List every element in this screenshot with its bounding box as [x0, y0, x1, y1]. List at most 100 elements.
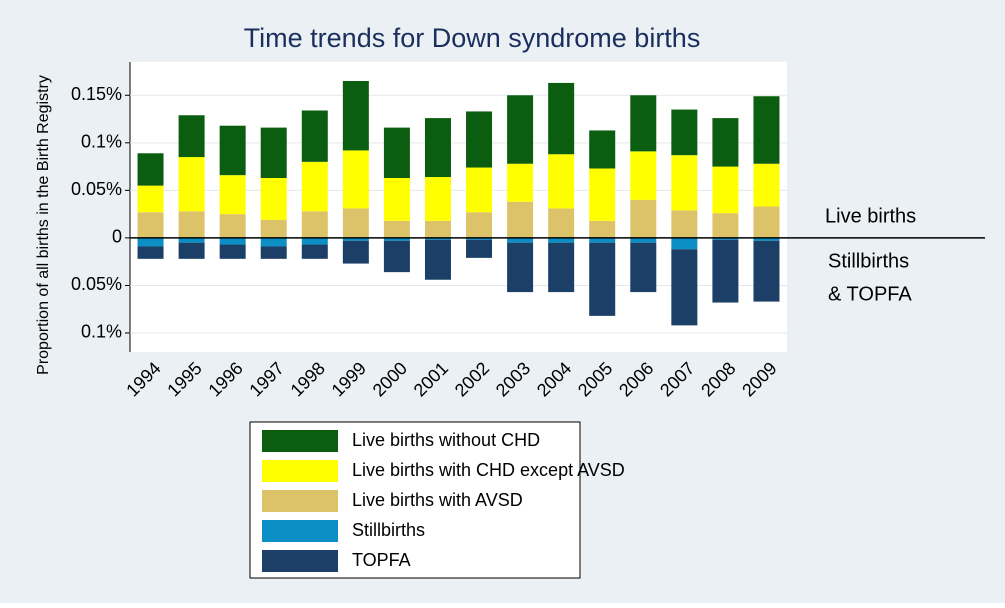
bar-segment	[342, 240, 369, 264]
bar-segment	[178, 211, 205, 238]
bar-segment	[301, 161, 328, 212]
legend-swatch	[262, 550, 338, 572]
bar-segment	[342, 81, 369, 151]
bar-segment	[178, 242, 205, 259]
annotation: & TOPFA	[828, 283, 912, 305]
legend-swatch	[262, 520, 338, 542]
bar-segment	[383, 240, 410, 273]
bar-segment	[507, 163, 534, 202]
bar-segment	[178, 157, 205, 212]
bar-segment	[301, 211, 328, 238]
y-tick-label: 0.05%	[71, 179, 122, 199]
bar-segment	[671, 109, 698, 156]
bar-segment	[630, 151, 657, 200]
bar-segment	[342, 208, 369, 238]
bar-segment	[260, 219, 287, 238]
bar-segment	[589, 130, 616, 169]
bar-segment	[137, 153, 164, 186]
bar-segment	[630, 95, 657, 152]
y-axis-label: Proportion of all births in the Birth Re…	[35, 75, 52, 375]
y-tick-label: 0.05%	[71, 274, 122, 294]
bar-segment	[589, 237, 616, 243]
bar-segment	[137, 237, 164, 247]
bar-segment	[424, 237, 451, 240]
bar-segment	[424, 177, 451, 221]
y-tick-label: 0.1%	[81, 322, 122, 342]
bar-segment	[753, 163, 780, 207]
bar-segment	[548, 208, 575, 238]
bar-segment	[219, 244, 246, 259]
legend-swatch	[262, 460, 338, 482]
y-tick-label: 0	[112, 227, 122, 247]
bar-segment	[630, 237, 657, 243]
bar-segment	[753, 206, 780, 238]
bar-segment	[671, 210, 698, 238]
legend-label: Live births without CHD	[352, 430, 540, 450]
bar-segment	[219, 175, 246, 215]
bar-segment	[219, 214, 246, 238]
bar-segment	[507, 242, 534, 293]
bar-segment	[589, 168, 616, 221]
bar-segment	[301, 237, 328, 245]
legend-swatch	[262, 490, 338, 512]
bar-segment	[548, 242, 575, 293]
bar-segment	[507, 95, 534, 164]
bar-segment	[507, 237, 534, 243]
bar-segment	[137, 212, 164, 238]
bar-segment	[466, 237, 493, 240]
bar-segment	[178, 237, 205, 243]
bar-segment	[712, 166, 739, 214]
bar-segment	[466, 212, 493, 238]
bar-segment	[260, 237, 287, 247]
y-tick-label: 0.15%	[71, 84, 122, 104]
legend-label: Stillbirths	[352, 520, 425, 540]
bar-segment	[383, 127, 410, 178]
legend-swatch	[262, 430, 338, 452]
bar-segment	[383, 220, 410, 238]
bar-segment	[424, 239, 451, 280]
y-tick-label: 0.1%	[81, 132, 122, 152]
bar-segment	[219, 237, 246, 245]
bar-segment	[548, 154, 575, 209]
bar-segment	[589, 220, 616, 238]
bar-segment	[548, 237, 575, 243]
bar-segment	[630, 242, 657, 293]
bar-segment	[260, 178, 287, 220]
bar-segment	[630, 199, 657, 238]
legend-label: TOPFA	[352, 550, 411, 570]
bar-segment	[301, 110, 328, 162]
bar-segment	[712, 213, 739, 238]
bar-segment	[424, 220, 451, 238]
bar-segment	[219, 125, 246, 176]
bar-segment	[178, 115, 205, 158]
bar-segment	[753, 237, 780, 241]
bar-segment	[712, 237, 739, 240]
legend-label: Live births with AVSD	[352, 490, 523, 510]
bar-segment	[753, 96, 780, 164]
bar-segment	[712, 239, 739, 303]
chart-title: Time trends for Down syndrome births	[244, 23, 701, 53]
bar-segment	[548, 82, 575, 155]
bar-segment	[671, 237, 698, 250]
bar-segment	[466, 167, 493, 213]
bar-segment	[466, 111, 493, 168]
bar-segment	[383, 178, 410, 221]
bar-segment	[424, 118, 451, 178]
bar-segment	[260, 246, 287, 259]
bar-segment	[383, 237, 410, 241]
bar-segment	[137, 246, 164, 259]
bar-segment	[712, 118, 739, 167]
bar-segment	[301, 244, 328, 259]
bar-segment	[466, 239, 493, 258]
annotation: Live births	[825, 205, 916, 227]
bar-segment	[589, 242, 616, 316]
bar-segment	[342, 237, 369, 241]
bar-segment	[260, 127, 287, 178]
bar-segment	[342, 150, 369, 209]
bar-segment	[137, 185, 164, 213]
bar-segment	[753, 240, 780, 302]
bar-segment	[671, 249, 698, 326]
bar-segment	[671, 155, 698, 211]
